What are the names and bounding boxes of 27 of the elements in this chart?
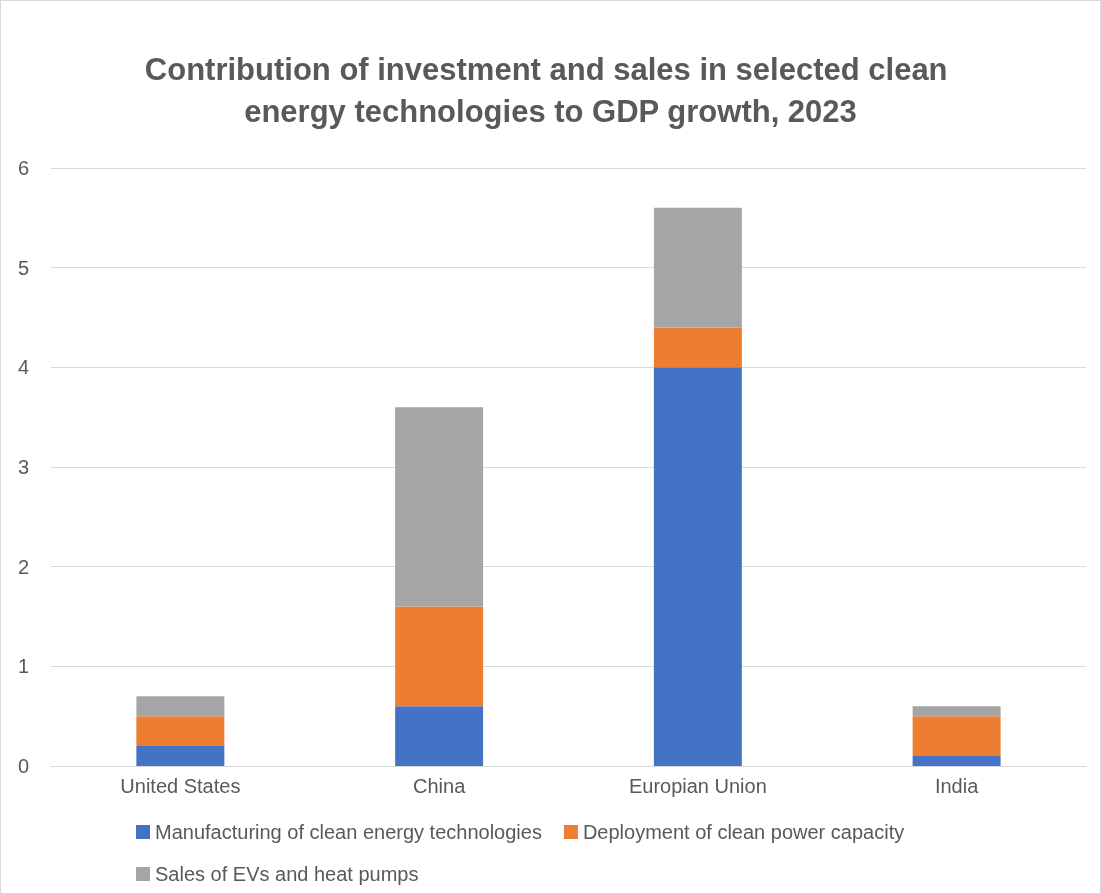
bar	[136, 696, 225, 717]
bar	[912, 706, 1001, 717]
bar	[912, 716, 1001, 757]
y-tick-label: 1	[17, 655, 29, 678]
x-tick-label: United States	[120, 775, 241, 797]
x-tick-label: Europian Union	[628, 775, 767, 797]
bar	[136, 716, 225, 747]
bar	[653, 327, 742, 368]
y-tick-label: 5	[17, 256, 29, 279]
bar	[395, 606, 484, 707]
y-tick-label: 0	[17, 755, 29, 777]
y-tick-label: 3	[17, 456, 29, 478]
legend-label: Sales of EVs and heat pumps	[155, 863, 419, 885]
legend-label: Deployment of clean power capacity	[582, 821, 905, 843]
bar	[653, 367, 742, 766]
bar	[912, 756, 1001, 766]
bar	[653, 207, 742, 328]
x-tick-label: China	[412, 775, 467, 797]
legend-label: Manufacturing of clean energy technologies	[155, 821, 542, 843]
chart-title: Contribution of investment and sales in selected clean energy technologies to GDP growth, 2023	[144, 51, 957, 129]
y-tick-label: 6	[17, 157, 29, 179]
y-tick-label: 4	[17, 356, 29, 379]
x-tick-label: India	[934, 775, 980, 797]
bar	[395, 706, 484, 766]
y-tick-label: 2	[17, 555, 29, 578]
bar	[136, 746, 225, 766]
bar	[395, 407, 484, 607]
